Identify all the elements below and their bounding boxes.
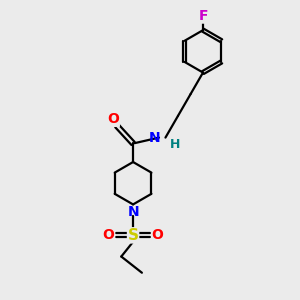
Text: N: N — [148, 130, 160, 145]
Text: N: N — [127, 205, 139, 219]
Text: H: H — [170, 138, 180, 151]
Text: S: S — [128, 228, 139, 243]
Text: O: O — [152, 228, 164, 242]
Text: O: O — [107, 112, 119, 126]
Text: O: O — [103, 228, 115, 242]
Text: F: F — [198, 9, 208, 23]
